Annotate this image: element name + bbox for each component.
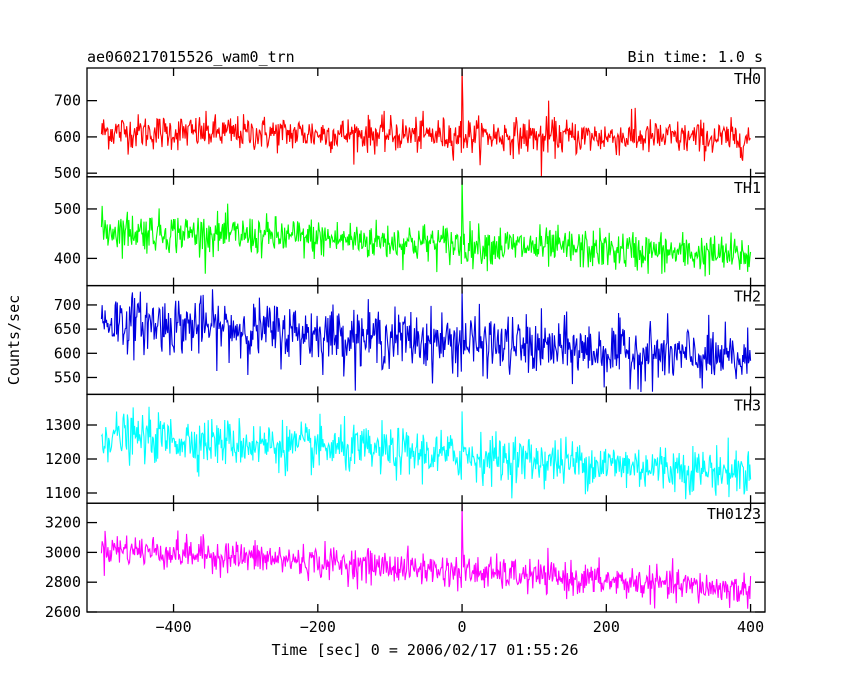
x-tick-label: −400 bbox=[155, 618, 191, 636]
panel-label-th3: TH3 bbox=[734, 396, 761, 414]
bin-time-label: Bin time: 1.0 s bbox=[628, 48, 763, 66]
series-line-th0123 bbox=[100, 503, 752, 609]
x-tick-label: 200 bbox=[593, 618, 620, 636]
chart-title: ae060217015526_wam0_trn bbox=[87, 48, 295, 66]
panel-th1: 400 500 TH1 bbox=[54, 176, 766, 287]
series-line-th2 bbox=[100, 289, 752, 393]
x-tick-label: 400 bbox=[737, 618, 764, 636]
y-tick-label: 700 bbox=[54, 92, 81, 110]
x-axis-label: Time [sec] 0 = 2006/02/17 01:55:26 bbox=[271, 641, 578, 659]
series-line-th3 bbox=[100, 406, 752, 500]
x-tick-label: 0 bbox=[458, 618, 467, 636]
panel-frame bbox=[86, 502, 766, 613]
y-tick-label: 600 bbox=[54, 344, 81, 362]
series-line-th0 bbox=[100, 68, 751, 177]
y-tick-label: 2800 bbox=[45, 573, 81, 591]
panels-group: 500 600 700 TH0 400 500 TH1 550 600 650 700 TH2 1100… bbox=[45, 67, 766, 621]
y-tick-label: 1300 bbox=[45, 416, 81, 434]
y-tick-label: 700 bbox=[54, 296, 81, 314]
panel-label-th0123: TH0123 bbox=[707, 505, 761, 523]
y-axis-label: Counts/sec bbox=[5, 295, 23, 385]
y-tick-label: 2600 bbox=[45, 603, 81, 621]
panel-label-th1: TH1 bbox=[734, 179, 761, 197]
y-tick-label: 400 bbox=[54, 249, 81, 267]
panel-th2: 550 600 650 700 TH2 bbox=[54, 284, 766, 396]
y-tick-label: 1200 bbox=[45, 450, 81, 468]
y-tick-label: 550 bbox=[54, 368, 81, 386]
y-tick-label: 500 bbox=[54, 164, 81, 182]
panel-th0: 500 600 700 TH0 bbox=[54, 67, 766, 182]
y-tick-label: 3000 bbox=[45, 543, 81, 561]
y-tick-label: 500 bbox=[54, 200, 81, 218]
series-line-th1 bbox=[100, 176, 752, 277]
panel-label-th2: TH2 bbox=[734, 288, 761, 306]
y-tick-label: 600 bbox=[54, 128, 81, 146]
panel-frame bbox=[86, 67, 766, 178]
x-axis: −400 −200 0 200 400 bbox=[155, 618, 764, 636]
x-tick-label: −200 bbox=[300, 618, 336, 636]
panel-label-th0: TH0 bbox=[734, 70, 761, 88]
y-tick-label: 1100 bbox=[45, 484, 81, 502]
y-tick-label: 650 bbox=[54, 320, 81, 338]
y-tick-label: 3200 bbox=[45, 514, 81, 532]
panel-th3: 1100 1200 1300 TH3 bbox=[45, 393, 766, 504]
panel-th0123: 2600 2800 3000 3200 TH0123 bbox=[45, 502, 766, 621]
